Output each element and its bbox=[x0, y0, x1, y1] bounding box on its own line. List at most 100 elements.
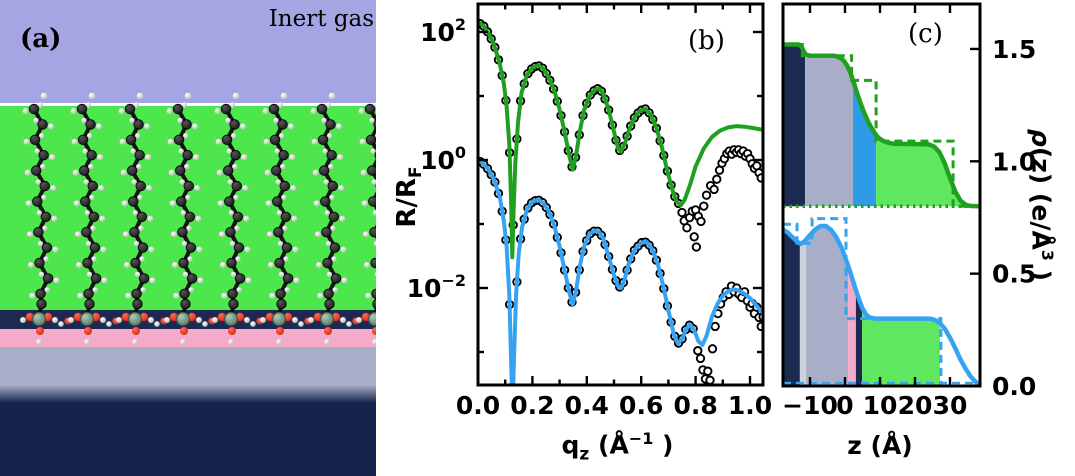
hydrogen-atom bbox=[145, 154, 152, 161]
carbon-atom bbox=[374, 151, 376, 159]
carbon-atom bbox=[327, 180, 338, 192]
hydrogen-atom bbox=[35, 179, 41, 185]
hydrogen-atom bbox=[323, 179, 329, 185]
hydrogen-atom bbox=[134, 133, 141, 139]
hydrogen-atom bbox=[278, 271, 285, 278]
carbon-atom bbox=[36, 298, 47, 310]
hydrogen-atom bbox=[53, 277, 60, 284]
hydrogen-atom bbox=[229, 240, 236, 247]
hydrogen-atom bbox=[202, 321, 208, 327]
hydrogen-atom bbox=[221, 292, 228, 299]
hydrogen-atom bbox=[325, 102, 332, 108]
carbon-atom bbox=[371, 288, 376, 299]
hydrogen-atom bbox=[225, 117, 231, 124]
c-x-tick-label: 0 bbox=[836, 391, 853, 420]
hydrogen-atom bbox=[91, 256, 97, 262]
c-yaxis-label-rho: ρ bbox=[1026, 128, 1056, 147]
carbon-atom bbox=[370, 257, 376, 269]
hydrogen-atom bbox=[136, 92, 144, 100]
profile-upper-offset bbox=[783, 42, 980, 209]
carbon-atom bbox=[323, 288, 334, 300]
hydrogen-atom bbox=[73, 200, 80, 207]
carbon-atom bbox=[126, 165, 138, 176]
b-axes: 0.0 0.2 0.4 0.6 0.8 1.0 102 100 10−2 bbox=[407, 2, 772, 420]
carbon-atom bbox=[177, 226, 188, 238]
carbon-atom bbox=[86, 149, 97, 161]
hydrogen-atom bbox=[322, 148, 328, 154]
hydrogen-atom bbox=[24, 169, 31, 176]
hydrogen-atom bbox=[364, 262, 370, 268]
hydrogen-atom bbox=[181, 240, 188, 247]
hydrogen-atom bbox=[34, 148, 40, 154]
hydrogen-atom bbox=[275, 179, 281, 185]
hydrogen-atom bbox=[284, 287, 290, 293]
silicon-atom bbox=[31, 312, 46, 327]
hydrogen-atom bbox=[230, 271, 237, 278]
carbon-atom bbox=[35, 288, 46, 300]
b-xaxis-label-post: ) bbox=[653, 430, 674, 460]
hydrogen-atom bbox=[29, 292, 36, 299]
molecule-chain bbox=[308, 92, 360, 345]
hydrogen-atom bbox=[316, 262, 322, 268]
carbon-atom bbox=[280, 211, 292, 223]
carbon-atom bbox=[182, 149, 193, 161]
carbon-atom bbox=[90, 273, 102, 284]
carbon-atom bbox=[234, 273, 246, 284]
molecule-chain bbox=[20, 92, 72, 345]
b-x-tick-label: 0.8 bbox=[673, 391, 717, 420]
hydrogen-atom bbox=[289, 154, 296, 161]
hydrogen-atom bbox=[374, 272, 376, 277]
hydrogen-atom bbox=[146, 185, 153, 191]
profile-upper-offset-band-alkyl-chain bbox=[876, 135, 971, 207]
carbon-atom bbox=[132, 298, 143, 310]
carbon-atom bbox=[330, 273, 342, 284]
hydrogen-atom bbox=[181, 102, 188, 108]
carbon-atom bbox=[81, 226, 92, 238]
hydrogen-atom bbox=[281, 194, 287, 201]
carbon-atom bbox=[176, 196, 187, 207]
molecule-chain bbox=[68, 92, 120, 345]
hydrogen-atom bbox=[124, 262, 130, 268]
hydrogen-atom bbox=[194, 185, 201, 191]
hydrogen-atom bbox=[85, 240, 92, 247]
profile-upper-offset-curve bbox=[783, 42, 980, 209]
b-y-tick-label: 10−2 bbox=[407, 271, 466, 303]
carbon-atom bbox=[124, 103, 136, 115]
panel-a-label: (a) bbox=[20, 24, 62, 54]
hydrogen-atom bbox=[184, 92, 192, 100]
carbon-atom bbox=[233, 242, 245, 253]
hydrogen-atom bbox=[40, 92, 48, 100]
c-y-tick-label: 1.5 bbox=[992, 35, 1036, 64]
carbon-atom bbox=[40, 211, 52, 223]
inert-gas-annotation: Inert gas bbox=[268, 6, 374, 32]
hydrogen-atom bbox=[185, 194, 191, 201]
oxygen-atom bbox=[132, 327, 140, 335]
fit-lower-curve bbox=[478, 158, 763, 385]
carbon-atom bbox=[184, 211, 196, 223]
hydrogen-atom bbox=[164, 317, 170, 323]
hydrogen-atom bbox=[138, 225, 144, 231]
carbon-atom bbox=[274, 257, 285, 269]
carbon-atom bbox=[77, 134, 89, 146]
hydrogen-atom bbox=[373, 240, 376, 247]
hydrogen-atom bbox=[41, 194, 47, 201]
carbon-atom bbox=[317, 134, 329, 146]
hydrogen-atom bbox=[331, 256, 337, 262]
hydrogen-atom bbox=[22, 108, 29, 114]
hydrogen-atom bbox=[339, 215, 346, 222]
c-yaxis-label-post: ) bbox=[1026, 260, 1056, 282]
hydrogen-atom bbox=[97, 154, 104, 161]
hydrogen-atom bbox=[192, 123, 199, 130]
hydrogen-atom bbox=[250, 321, 256, 327]
hydrogen-atom bbox=[308, 317, 314, 323]
carbon-atom bbox=[227, 288, 238, 300]
b-x-tick-label: 0.2 bbox=[510, 391, 554, 420]
hydrogen-atom bbox=[362, 231, 369, 238]
hydrogen-atom bbox=[100, 317, 106, 323]
hydrogen-atom bbox=[166, 108, 173, 114]
carbon-atom bbox=[31, 165, 42, 176]
hydrogen-atom bbox=[196, 246, 203, 253]
oxygen-atom bbox=[84, 327, 92, 335]
hydrogen-atom bbox=[276, 210, 283, 216]
b-xaxis-label: qz (Å−1 ) bbox=[545, 429, 690, 464]
